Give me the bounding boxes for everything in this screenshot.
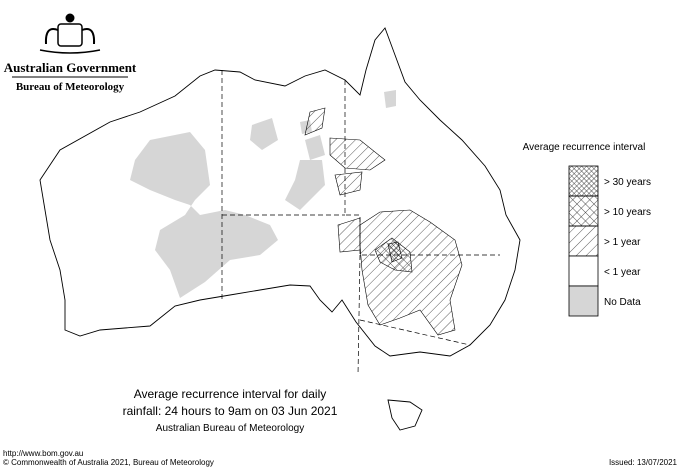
legend-label: < 1 year: [604, 267, 641, 278]
state-borders: [221, 70, 500, 376]
footer-url: http://www.bom.gov.au: [3, 449, 83, 458]
legend: > 30 years > 10 years > 1 year < 1 year No D…: [568, 165, 651, 317]
legend-swatch: [568, 165, 599, 197]
legend-title: Average recurrence interval: [523, 142, 646, 153]
no-data-areas: [130, 90, 396, 298]
legend-swatch: [568, 195, 599, 227]
map: [39, 27, 521, 431]
footer-issued: Issued: 13/07/2021: [609, 458, 678, 467]
legend-label: No Data: [604, 297, 641, 308]
over-30-year-area: [387, 241, 403, 263]
legend-swatch: [568, 285, 599, 317]
caption-source: Australian Bureau of Meteorology: [156, 423, 304, 434]
crest: [39, 13, 101, 54]
legend-swatch: [568, 225, 599, 257]
over-1-year-areas: [304, 107, 463, 336]
legend-swatch: [568, 255, 599, 287]
legend-label: > 30 years: [604, 177, 651, 188]
legend-label: > 1 year: [604, 237, 641, 248]
header-subtitle: Bureau of Meteorology: [16, 81, 125, 93]
header-title: Australian Government: [4, 60, 137, 75]
footer-copyright: © Commonwealth of Australia 2021, Bureau…: [3, 458, 214, 467]
caption-line: Average recurrence interval for daily: [134, 387, 327, 401]
tasmania: [387, 399, 423, 431]
caption-line: rainfall: 24 hours to 9am on 03 Jun 2021: [123, 404, 338, 418]
legend-label: > 10 years: [604, 207, 651, 218]
